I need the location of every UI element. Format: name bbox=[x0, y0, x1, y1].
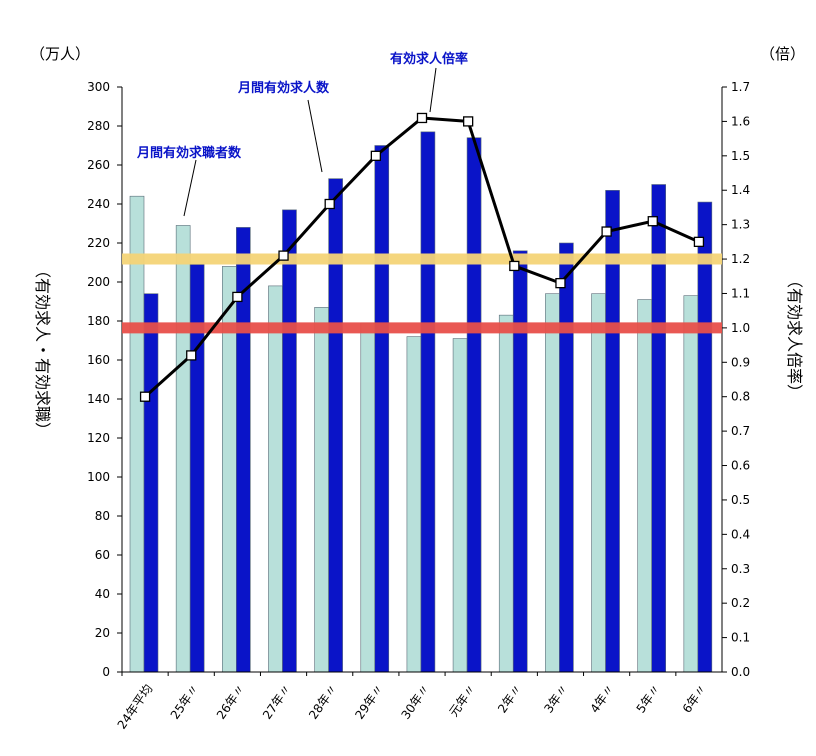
x-tick-label: 30年〃 bbox=[398, 682, 432, 722]
x-tick-label: 元年〃 bbox=[446, 682, 478, 720]
right-tick-label: 0.8 bbox=[731, 390, 750, 404]
right-tick-label: 0.5 bbox=[731, 493, 750, 507]
x-tick-label: 4年〃 bbox=[587, 682, 617, 716]
ratio-point-7 bbox=[463, 116, 474, 127]
right-tick-label: 1.1 bbox=[731, 286, 750, 300]
right-tick-label: 1.0 bbox=[731, 321, 750, 335]
bar-openings-8 bbox=[512, 250, 528, 673]
annotation-leader-seekers bbox=[183, 159, 197, 217]
bar-openings-6 bbox=[420, 131, 436, 673]
left-tick-label: 100 bbox=[87, 470, 110, 484]
left-tick-label: 140 bbox=[87, 392, 110, 406]
ratio-point-8 bbox=[509, 260, 520, 272]
bar-openings-5 bbox=[374, 145, 390, 673]
x-tick-label: 6年〃 bbox=[680, 682, 710, 716]
x-tick-label: 25年〃 bbox=[168, 682, 202, 722]
bar-seekers-10 bbox=[591, 293, 606, 673]
x-tick-label: 24年平均 bbox=[115, 682, 156, 732]
bar-seekers-6 bbox=[406, 336, 422, 673]
left-tick-label: 0 bbox=[102, 665, 110, 679]
ratio-point-3 bbox=[278, 250, 289, 261]
x-tick-label: 3年〃 bbox=[541, 682, 571, 716]
bar-seekers-12 bbox=[683, 295, 699, 673]
ratio-point-6 bbox=[416, 112, 428, 124]
annotation-ratio: 有効求人倍率 bbox=[390, 51, 468, 67]
annotation-leader-openings bbox=[307, 99, 323, 173]
bar-openings-0 bbox=[143, 293, 159, 673]
ratio-point-2 bbox=[232, 291, 243, 303]
bar-seekers-7 bbox=[452, 338, 468, 673]
right-tick-label: 0.3 bbox=[731, 562, 750, 576]
annotation-seekers: 月間有効求職者数 bbox=[136, 145, 242, 161]
bar-seekers-11 bbox=[637, 299, 652, 673]
left-axis-title-text: （有効求人・有効求職） bbox=[33, 262, 52, 438]
right-tick-label: 0.9 bbox=[731, 355, 750, 369]
ratio-point-10 bbox=[601, 226, 612, 237]
x-tick-label: 2年〃 bbox=[495, 682, 525, 716]
bar-seekers-3 bbox=[268, 285, 283, 673]
x-tick-label: 29年〃 bbox=[352, 682, 386, 722]
x-tick-label: 5年〃 bbox=[634, 682, 664, 716]
annotations: 月間有効求職者数 月間有効求人数 有効求人倍率 bbox=[136, 51, 468, 217]
left-tick-label: 60 bbox=[95, 548, 110, 562]
right-tick-label: 1.4 bbox=[731, 183, 750, 197]
left-tick-label: 240 bbox=[87, 197, 110, 211]
bar-openings-12 bbox=[697, 201, 713, 673]
right-tick-label: 1.7 bbox=[731, 80, 750, 94]
ratio-point-4 bbox=[324, 198, 335, 210]
ratio-line-layer bbox=[139, 112, 705, 402]
left-axis-title: （有効求人・有効求職） bbox=[33, 262, 52, 438]
right-axis-title: （有効求人倍率） bbox=[785, 272, 804, 400]
bar-openings-9 bbox=[559, 242, 574, 673]
x-tick-label: 27年〃 bbox=[260, 682, 294, 722]
left-tick-label: 40 bbox=[95, 587, 110, 601]
bar-seekers-4 bbox=[314, 307, 329, 673]
reference-lines-layer bbox=[122, 253, 722, 334]
bar-seekers-5 bbox=[360, 322, 376, 673]
left-tick-label: 20 bbox=[95, 626, 110, 640]
right-tick-label: 1.6 bbox=[731, 114, 750, 128]
bars-layer bbox=[129, 131, 713, 673]
right-tick-label: 0.7 bbox=[731, 424, 750, 438]
ratio-point-11 bbox=[647, 216, 658, 227]
bar-openings-3 bbox=[282, 209, 297, 673]
left-tick-label: 120 bbox=[87, 431, 110, 445]
right-unit-label: （倍） bbox=[760, 45, 805, 63]
bar-seekers-8 bbox=[498, 314, 514, 673]
right-tick-label: 0.2 bbox=[731, 596, 750, 610]
left-tick-label: 80 bbox=[95, 509, 110, 523]
annotation-openings: 月間有効求人数 bbox=[237, 80, 330, 96]
annotation-leader-ratio bbox=[429, 67, 437, 113]
left-tick-label: 280 bbox=[87, 119, 110, 133]
bar-seekers-1 bbox=[175, 225, 191, 673]
left-tick-label: 160 bbox=[87, 353, 110, 367]
left-tick-label: 180 bbox=[87, 314, 110, 328]
left-unit-label: （万人） bbox=[30, 45, 90, 63]
x-tick-label: 26年〃 bbox=[214, 682, 248, 722]
right-tick-label: 0.1 bbox=[731, 631, 750, 645]
ratio-point-0 bbox=[139, 391, 151, 402]
bar-seekers-0 bbox=[129, 195, 145, 673]
right-tick-label: 1.2 bbox=[731, 252, 750, 266]
bar-openings-7 bbox=[466, 137, 482, 673]
ratio-point-5 bbox=[370, 150, 381, 161]
left-tick-label: 200 bbox=[87, 275, 110, 289]
bar-openings-4 bbox=[328, 178, 343, 673]
left-tick-label: 300 bbox=[87, 80, 110, 94]
ratio-point-9 bbox=[555, 277, 566, 289]
right-tick-label: 0.4 bbox=[731, 527, 750, 541]
right-axis-title-text: （有効求人倍率） bbox=[785, 272, 804, 400]
left-tick-label: 220 bbox=[87, 236, 110, 250]
bar-seekers-9 bbox=[545, 293, 560, 673]
right-tick-label: 0.0 bbox=[731, 665, 750, 679]
right-tick-label: 1.5 bbox=[731, 149, 750, 163]
right-tick-label: 0.6 bbox=[731, 459, 750, 473]
ratio-point-12 bbox=[693, 236, 705, 248]
left-tick-label: 260 bbox=[87, 158, 110, 172]
ratio-point-1 bbox=[186, 350, 197, 361]
axes-layer bbox=[121, 87, 723, 673]
x-tick-label: 28年〃 bbox=[306, 682, 340, 722]
right-tick-label: 1.3 bbox=[731, 218, 750, 232]
